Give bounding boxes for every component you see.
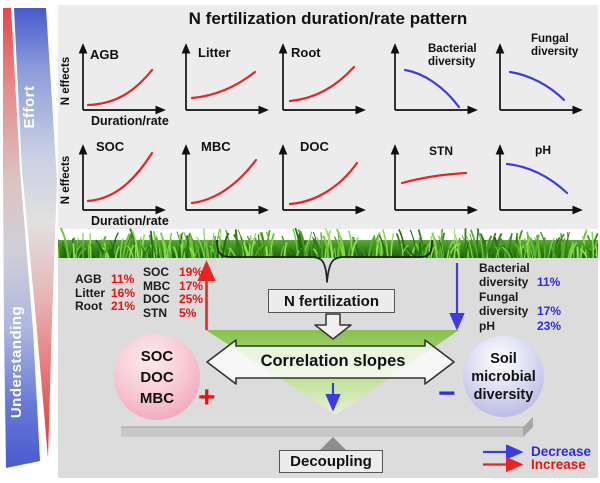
effort-label: Effort [21, 85, 38, 129]
correlation-slopes-label: Correlation slopes [260, 352, 406, 370]
page-title: N fertilization duration/rate pattern [188, 9, 468, 28]
circle-line: diversity [473, 386, 534, 403]
left-stats-col1: AGB 11% Litter 16% Root 21% [75, 272, 136, 314]
y-axis-label-row2: N effects [60, 155, 72, 205]
stat-row: Root 21% [75, 299, 136, 314]
circle-line: microbial [471, 368, 536, 385]
ph-label: pH [535, 143, 551, 157]
stat-row: pH 23% [479, 319, 595, 333]
stat-row: Litter 16% [75, 285, 136, 301]
legend-decrease-label: Decrease [531, 444, 592, 459]
fungal-diversity-label: Fungal diversity [531, 33, 579, 58]
understanding-label: Understanding [8, 305, 25, 419]
stn-label: STN [429, 144, 453, 158]
stat-value: 19% [179, 265, 204, 279]
right-stats: Bacterial diversity 11% Fungal diversity 1… [479, 261, 595, 334]
stat-value: 16% [111, 285, 136, 300]
root-label: Root [291, 45, 321, 60]
soc-label: SOC [96, 139, 125, 154]
agb-label: AGB [90, 47, 119, 62]
stat-row: AGB 11% [75, 272, 135, 287]
decoupling-box: Decoupling [279, 450, 383, 473]
stat-value: 11% [111, 272, 135, 286]
plus-sign: + [198, 381, 216, 414]
stat-label: STN [143, 305, 167, 320]
stat-label: MBC [143, 278, 171, 293]
legend-increase-label: Increase [531, 457, 586, 472]
stat-value: 5% [179, 305, 197, 320]
stat-label: Bacterial diversity [479, 261, 530, 289]
litter-label: Litter [198, 45, 231, 60]
stat-label: Root [75, 299, 103, 313]
stat-label: SOC [143, 265, 170, 279]
stat-value: 23% [537, 319, 562, 333]
stat-row: DOC 25% [143, 292, 204, 307]
stat-value: 17% [179, 278, 204, 293]
y-axis-label-row1: N effects [60, 56, 72, 106]
stat-value: 11% [537, 275, 561, 289]
stat-row: STN 5% [143, 305, 203, 321]
sidebar-gradient-wedges: Effort Understanding [0, 0, 60, 483]
bacterial-diversity-label: Bacterial diversity [428, 43, 477, 68]
stat-row: Bacterial diversity 11% [479, 261, 595, 289]
x-axis-label-row2: Duration/rate [91, 214, 169, 228]
stat-row: MBC 17% [143, 278, 204, 294]
minus-sign: − [438, 377, 456, 410]
stat-label: pH [479, 319, 495, 333]
stat-value: 25% [179, 292, 204, 306]
stat-label: Fungal diversity [479, 290, 529, 318]
x-axis-label-row1: Duration/rate [91, 114, 169, 128]
n-fertilization-box: N fertilization [268, 289, 395, 313]
stat-label: AGB [75, 272, 102, 286]
circle-line: SOC [140, 347, 174, 365]
stat-row: Fungal diversity 17% [479, 290, 595, 318]
doc-label: DOC [300, 139, 329, 154]
stat-label: DOC [143, 292, 170, 306]
mbc-label: MBC [201, 139, 231, 154]
circle-line: Soil [490, 350, 517, 367]
circle-line: MBC [139, 389, 175, 407]
stat-value: 21% [111, 299, 136, 313]
left-stats-col2: SOC 19% MBC 17% DOC 25% STN 5% [143, 265, 204, 321]
stat-value: 17% [537, 304, 562, 318]
stat-label: Litter [75, 285, 105, 300]
grass-strip [58, 227, 598, 258]
soil-microbial-diversity-circle: Soil microbial diversity [463, 336, 544, 417]
stat-row: SOC 19% [143, 265, 204, 280]
soc-doc-mbc-circle: SOC DOC MBC [114, 334, 200, 420]
circle-line: DOC [140, 368, 174, 386]
